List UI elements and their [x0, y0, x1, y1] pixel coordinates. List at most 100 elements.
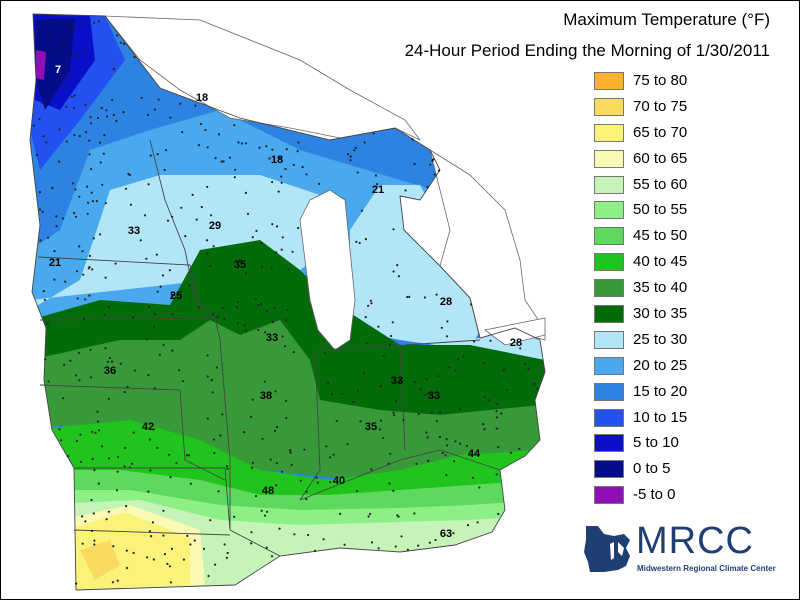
station-dot	[65, 105, 68, 108]
station-dot	[126, 385, 129, 389]
station-dot	[303, 448, 306, 451]
station-dot	[228, 156, 231, 159]
midwest-outline-icon	[584, 526, 630, 572]
station-dot	[243, 431, 246, 434]
station-dot	[438, 411, 441, 414]
station-dot	[90, 498, 93, 502]
legend-swatch	[594, 97, 624, 116]
station-dot	[97, 20, 100, 23]
station-dot	[145, 338, 148, 341]
legend-swatch	[594, 434, 624, 453]
station-dot	[158, 353, 161, 356]
station-dot	[377, 547, 380, 550]
station-dot	[180, 206, 183, 209]
station-dot	[305, 498, 308, 501]
station-dot	[111, 99, 114, 102]
value-label: 40	[332, 475, 346, 487]
station-dot	[52, 50, 55, 53]
station-dot	[92, 237, 95, 240]
station-dot	[462, 355, 465, 358]
station-dot	[382, 436, 385, 439]
station-dot	[392, 228, 395, 231]
station-dot	[45, 141, 48, 144]
station-dot	[453, 460, 456, 463]
station-dot	[108, 457, 111, 460]
station-dot	[79, 433, 82, 436]
station-dot	[446, 320, 449, 323]
station-dot	[44, 358, 47, 361]
station-dot	[273, 307, 276, 310]
station-dot	[435, 419, 438, 423]
station-dot	[115, 34, 118, 37]
station-dot	[440, 326, 443, 329]
station-dot	[388, 482, 391, 485]
station-dot	[145, 257, 148, 260]
station-dot	[101, 183, 104, 186]
station-dot	[283, 345, 287, 348]
station-dot	[93, 21, 96, 24]
station-dot	[406, 548, 409, 551]
legend-label: 50 to 55	[633, 201, 688, 219]
station-dot	[206, 417, 209, 420]
station-dot	[370, 468, 373, 471]
station-dot	[181, 380, 185, 383]
station-dot	[233, 168, 237, 171]
station-dot	[189, 543, 192, 546]
station-dot	[389, 343, 392, 346]
station-dot	[207, 574, 210, 578]
station-dot	[413, 163, 416, 166]
station-dot	[270, 266, 273, 269]
station-dot	[214, 563, 217, 566]
station-dot	[41, 210, 44, 213]
station-dot	[413, 512, 416, 515]
station-dot	[244, 191, 247, 194]
station-dot	[297, 141, 300, 144]
station-dot	[398, 380, 401, 383]
station-dot	[156, 153, 159, 156]
station-dot	[478, 486, 481, 489]
station-dot	[214, 157, 217, 160]
legend-label: 30 to 35	[633, 305, 688, 323]
station-dot	[356, 389, 360, 392]
station-dot	[64, 280, 67, 283]
station-dot	[170, 547, 173, 551]
station-dot	[105, 109, 108, 112]
station-dot	[263, 380, 266, 383]
station-dot	[152, 325, 155, 328]
station-dot	[169, 581, 172, 584]
station-dot	[406, 295, 409, 299]
station-dot	[360, 209, 364, 212]
station-dot	[424, 394, 427, 397]
station-dot	[188, 284, 191, 287]
station-dot	[99, 233, 102, 236]
station-dot	[265, 309, 268, 313]
station-dot	[280, 175, 283, 178]
station-dot	[140, 96, 143, 99]
station-dot	[132, 551, 135, 555]
station-dot	[92, 512, 95, 515]
station-dot	[191, 193, 194, 196]
legend-swatch	[594, 175, 624, 194]
station-dot	[251, 398, 254, 401]
station-dot	[404, 189, 407, 192]
station-dot	[83, 49, 86, 52]
station-dot	[435, 293, 438, 296]
station-dot	[369, 512, 372, 516]
station-dot	[47, 236, 50, 239]
station-dot	[394, 400, 397, 403]
station-dot	[204, 128, 207, 132]
station-dot	[271, 320, 274, 324]
zone-0-5	[35, 18, 75, 110]
station-dot	[280, 181, 283, 184]
station-dot	[356, 171, 359, 174]
station-dot	[78, 195, 81, 198]
station-dot	[58, 128, 61, 131]
station-dot	[53, 278, 56, 281]
station-dot	[379, 384, 382, 388]
station-dot	[370, 302, 373, 305]
station-dot	[41, 101, 44, 104]
station-dot	[458, 407, 461, 410]
station-dot	[251, 236, 254, 239]
station-dot	[221, 413, 224, 416]
station-dot	[58, 428, 61, 431]
